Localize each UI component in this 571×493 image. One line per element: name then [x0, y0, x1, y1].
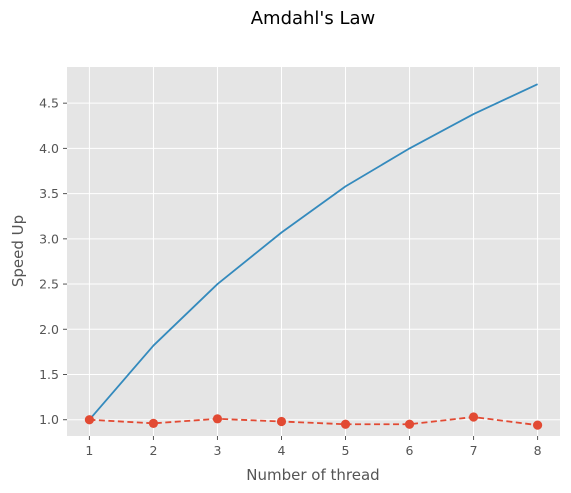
x-tick-label: 8 — [534, 443, 542, 458]
y-tick-label: 3.0 — [39, 231, 59, 246]
x-axis-label: Number of thread — [246, 466, 379, 484]
series-1-line — [88, 83, 538, 421]
series-2-point — [212, 414, 223, 424]
x-tick-label: 1 — [85, 443, 93, 458]
y-tick-label: 4.5 — [39, 96, 59, 111]
series-2-point — [84, 415, 95, 425]
y-tick-label: 2.0 — [39, 322, 59, 337]
x-tick-label: 3 — [213, 443, 221, 458]
y-tick-label: 2.5 — [39, 277, 59, 292]
x-tick-label: 6 — [406, 443, 414, 458]
y-axis-ticks: 1.0 1.5 2.0 2.5 3.0 3.5 4.0 4.5 — [39, 96, 67, 427]
series-2-point — [404, 419, 415, 429]
y-tick-label: 3.5 — [39, 186, 59, 201]
grid — [67, 67, 560, 436]
series-2-point — [468, 412, 479, 422]
plot-area — [67, 67, 560, 436]
series-1 — [88, 83, 538, 421]
y-tick-label: 4.0 — [39, 141, 59, 156]
x-tick-label: 2 — [149, 443, 157, 458]
y-axis-label: Speed Up — [9, 215, 27, 287]
series-2-point — [340, 419, 351, 429]
y-tick-label: 1.0 — [39, 412, 59, 427]
x-tick-label: 7 — [470, 443, 478, 458]
x-tick-label: 5 — [342, 443, 350, 458]
series-2-line — [89, 416, 538, 427]
chart-title: Amdahl's Law — [251, 8, 376, 29]
x-tick-label: 4 — [278, 443, 286, 458]
series-2 — [84, 412, 543, 430]
series-2-point — [148, 418, 159, 428]
series-2-point — [532, 420, 543, 430]
x-axis-ticks: 1 2 3 4 5 6 7 8 — [85, 436, 542, 458]
series-2-point — [276, 416, 287, 427]
y-tick-label: 1.5 — [39, 367, 59, 382]
series-layer — [84, 83, 543, 430]
